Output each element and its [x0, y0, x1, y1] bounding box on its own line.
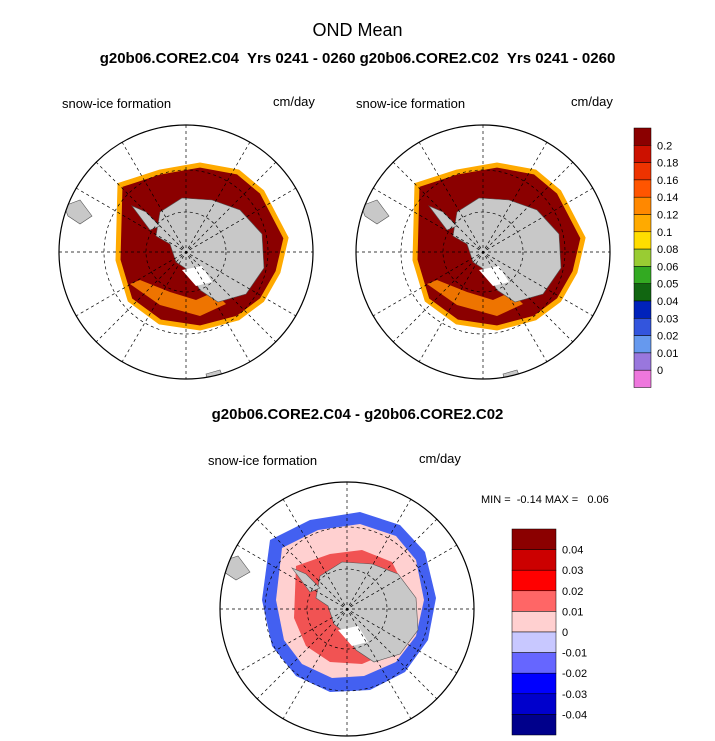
colorbar-top: 0.2 0.18 0.16 0.14 0.12 0.1 0.08 0.06 0.05 0.04 0.… — [633, 127, 678, 388]
panel3-variable: snow-ice formation — [208, 453, 318, 468]
colorbar-diff-swatch-2 — [511, 569, 557, 592]
colorbar-diff-tick-label: -0.02 — [562, 668, 587, 680]
colorbar-top-swatch-10 — [633, 300, 652, 319]
colorbar-diff-tick-label: 0.02 — [562, 586, 583, 598]
colorbar-diff-tick-label: -0.03 — [562, 689, 587, 701]
colorbar-top-tick-label: 0.14 — [657, 192, 678, 204]
ross-ice-shelf — [338, 626, 368, 646]
header-line: g20b06.CORE2.C04 Yrs 0241 - 0260 g20b06.… — [99, 50, 616, 67]
colorbar-top-tick-label: 0.06 — [657, 261, 678, 273]
ice-edge-band — [130, 280, 226, 316]
colorbar-top-tick-label: 0.2 — [657, 140, 672, 152]
colorbar-diff-swatch-9 — [511, 714, 557, 736]
map-panel-3 — [220, 482, 474, 736]
diff-title: g20b06.CORE2.C04 - g20b06.CORE2.C02 — [211, 406, 504, 423]
map-border-1 — [58, 124, 314, 380]
colorbar-diff-swatch-3 — [511, 590, 557, 612]
colorbar-top-swatch-1 — [633, 145, 652, 163]
colorbar-top-swatch-3 — [633, 179, 652, 198]
colorbar-top-tick-label: 0.16 — [657, 175, 678, 187]
colorbar-top-swatch-2 — [633, 162, 652, 181]
colorbar-top-swatch-4 — [633, 196, 652, 215]
colorbar-top-swatch-5 — [633, 214, 652, 233]
map-border-3 — [219, 481, 475, 737]
colorbar-top-tick-label: 0.18 — [657, 158, 678, 170]
colorbar-diff-tick-label: 0.03 — [562, 565, 583, 577]
colorbar-top-tick-label: 0.04 — [657, 296, 678, 308]
panel1-units: cm/day — [273, 94, 315, 109]
colorbar-diff-tick-label: -0.04 — [562, 709, 587, 721]
panel2-units: cm/day — [571, 94, 613, 109]
colorbar-top-tick-label: 0.12 — [657, 210, 678, 222]
map-panel-1 — [59, 125, 313, 379]
figure-title: OND Mean — [312, 20, 403, 40]
colorbar-top-swatch-0 — [633, 127, 652, 146]
colorbar-diff-tick-label: -0.01 — [562, 648, 587, 660]
colorbar-top-tick-label: 0 — [657, 365, 663, 377]
colorbar-top-swatch-7 — [633, 248, 652, 267]
colorbar-top-tick-label: 0.1 — [657, 227, 672, 239]
antarctic-peninsula — [291, 567, 321, 593]
colorbar-top-tick-label: 0.03 — [657, 313, 678, 325]
colorbar-diff-swatch-7 — [511, 672, 557, 695]
colorbar-top-swatch-9 — [633, 283, 652, 302]
colorbar-diff-swatch-0 — [511, 528, 557, 550]
colorbar-top-tick-label: 0.01 — [657, 348, 678, 360]
colorbar-diff-tick-label: 0.04 — [562, 545, 583, 557]
colorbar-diff-swatch-1 — [511, 549, 557, 571]
panel3-units: cm/day — [419, 451, 461, 466]
colorbar-top-swatch-13 — [633, 352, 652, 371]
map-panel-2 — [356, 125, 610, 379]
colorbar-top-swatch-8 — [633, 266, 652, 284]
antarctic-peninsula — [131, 205, 161, 231]
colorbar-top-swatch-6 — [633, 231, 652, 250]
ice-edge-band — [427, 280, 523, 316]
colorbar-diff-swatch-5 — [511, 631, 557, 653]
colorbar-diff-swatch-8 — [511, 693, 557, 715]
ross-ice-shelf — [479, 266, 509, 286]
south-america — [63, 199, 93, 225]
colorbar-top-tick-label: 0.02 — [657, 331, 678, 343]
colorbar-diff: 0.04 0.03 0.02 0.01 0 -0.01 -0.02 -0.03 -0.04 — [511, 528, 587, 736]
panel2-variable: snow-ice formation — [356, 96, 466, 111]
colorbar-diff-swatch-4 — [511, 611, 557, 633]
south-america — [360, 199, 390, 225]
colorbar-diff-tick-label: 0.01 — [562, 606, 583, 618]
colorbar-diff-tick-label: 0 — [562, 627, 568, 639]
colorbar-top-tick-label: 0.05 — [657, 279, 678, 291]
colorbar-top-tick-label: 0.08 — [657, 244, 678, 256]
ross-ice-shelf — [182, 266, 212, 286]
colorbar-top-swatch-14 — [633, 369, 652, 388]
colorbar-top-swatch-12 — [633, 335, 652, 354]
colorbar-top-swatch-11 — [633, 318, 652, 336]
antarctic-peninsula — [428, 205, 458, 231]
panel1-variable: snow-ice formation — [62, 96, 172, 111]
map-border-2 — [355, 124, 611, 380]
min-max-label: MIN = -0.14 MAX = 0.06 — [481, 494, 609, 506]
colorbar-diff-swatch-6 — [511, 652, 557, 674]
